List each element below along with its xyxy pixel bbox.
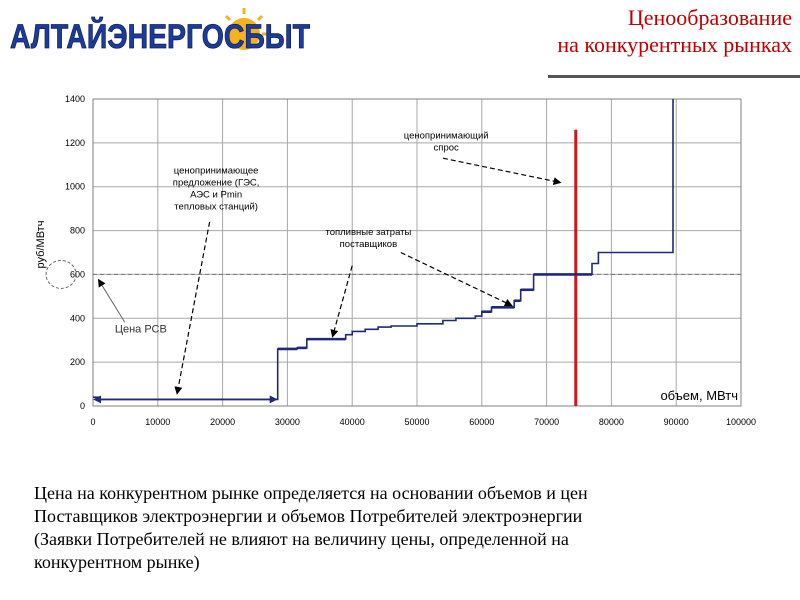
x-axis-label: объем, МВтч xyxy=(660,388,738,403)
supply-demand-chart: ценопринимающее предложение (ГЭС, АЭС и Pm… xyxy=(35,94,756,427)
x-tick-label: 70000 xyxy=(534,417,559,427)
annotation-price-taking-supply: ценопринимающее предложение (ГЭС, АЭС и Pm… xyxy=(173,166,260,395)
annotation-line: ценопринимающее xyxy=(174,166,259,177)
plot-frame xyxy=(92,98,742,407)
body-line-3: (Заявки Потребителей не влияют на величи… xyxy=(34,529,569,549)
annotation-arrow xyxy=(174,221,211,395)
annotation-line: предложение (ГЭС, xyxy=(173,178,260,189)
price-label-arrow xyxy=(97,278,126,323)
annotation-price-taking-demand: ценопринимающий спрос xyxy=(404,130,562,186)
annotation-arrow xyxy=(330,265,353,338)
x-tick-label: 100000 xyxy=(726,417,756,427)
x-tick-label: 40000 xyxy=(340,417,365,427)
annotation-line: АЭС и Pmin xyxy=(190,190,242,201)
title-line-1: Ценообразование xyxy=(627,5,792,30)
body-text: Цена на конкурентном рынке определяется … xyxy=(34,482,774,574)
annotation-arrow xyxy=(442,157,562,186)
y-tick-label: 400 xyxy=(70,313,85,323)
x-tick-label: 80000 xyxy=(599,417,624,427)
y-tick-label: 600 xyxy=(70,269,85,279)
annotation-text: ценопринимающее предложение (ГЭС, АЭС и Pm… xyxy=(173,166,260,213)
y-tick-label: 1200 xyxy=(65,138,85,148)
x-tick-label: 50000 xyxy=(404,417,429,427)
x-tick-label: 90000 xyxy=(664,417,689,427)
company-logo: АЛТАЙЭНЕРГОСБЫТ xyxy=(4,4,324,64)
annotation-line: ценопринимающий xyxy=(404,130,489,141)
y-tick-label: 800 xyxy=(70,226,85,236)
annotation-line: тепловых станций) xyxy=(174,202,258,213)
page-title: Ценообразование на конкурентных рынках xyxy=(557,4,792,58)
body-line-2: Поставщиков электроэнергии и объемов Пот… xyxy=(34,506,583,526)
x-tick-label: 0 xyxy=(90,417,95,427)
body-line-4: конкурентном рынке) xyxy=(34,552,200,572)
logo-text: АЛТАЙЭНЕРГОСБЫТ xyxy=(10,17,310,56)
x-tick-label: 30000 xyxy=(275,417,300,427)
annotation-line: поставщиков xyxy=(340,239,397,250)
sun-logo-icon xyxy=(224,8,268,50)
x-tick-label: 10000 xyxy=(145,417,170,427)
y-axis-label: руб/МВтч xyxy=(35,221,47,269)
x-tick-label: 20000 xyxy=(210,417,235,427)
annotation-line: топливные затраты xyxy=(325,227,411,238)
y-tick-label: 0 xyxy=(80,401,85,411)
price-rsv-label: Цена РСВ xyxy=(115,323,167,335)
annotation-line: спрос xyxy=(434,142,459,153)
x-tick-label: 60000 xyxy=(469,417,494,427)
y-tick-label: 1000 xyxy=(65,182,85,192)
annotation-arrow xyxy=(400,251,513,307)
title-line-2: на конкурентных рынках xyxy=(557,32,792,57)
title-divider xyxy=(548,75,800,78)
annotation-fuel-costs: топливные затраты поставщиков xyxy=(325,227,513,338)
body-line-1: Цена на конкурентном рынке определяется … xyxy=(34,483,588,503)
price-ellipse-marker xyxy=(45,259,77,289)
y-tick-label: 1400 xyxy=(65,94,85,104)
annotation-text: топливные затраты поставщиков xyxy=(325,227,411,250)
y-tick-label: 200 xyxy=(70,357,85,367)
annotation-text: ценопринимающий спрос xyxy=(404,130,489,153)
